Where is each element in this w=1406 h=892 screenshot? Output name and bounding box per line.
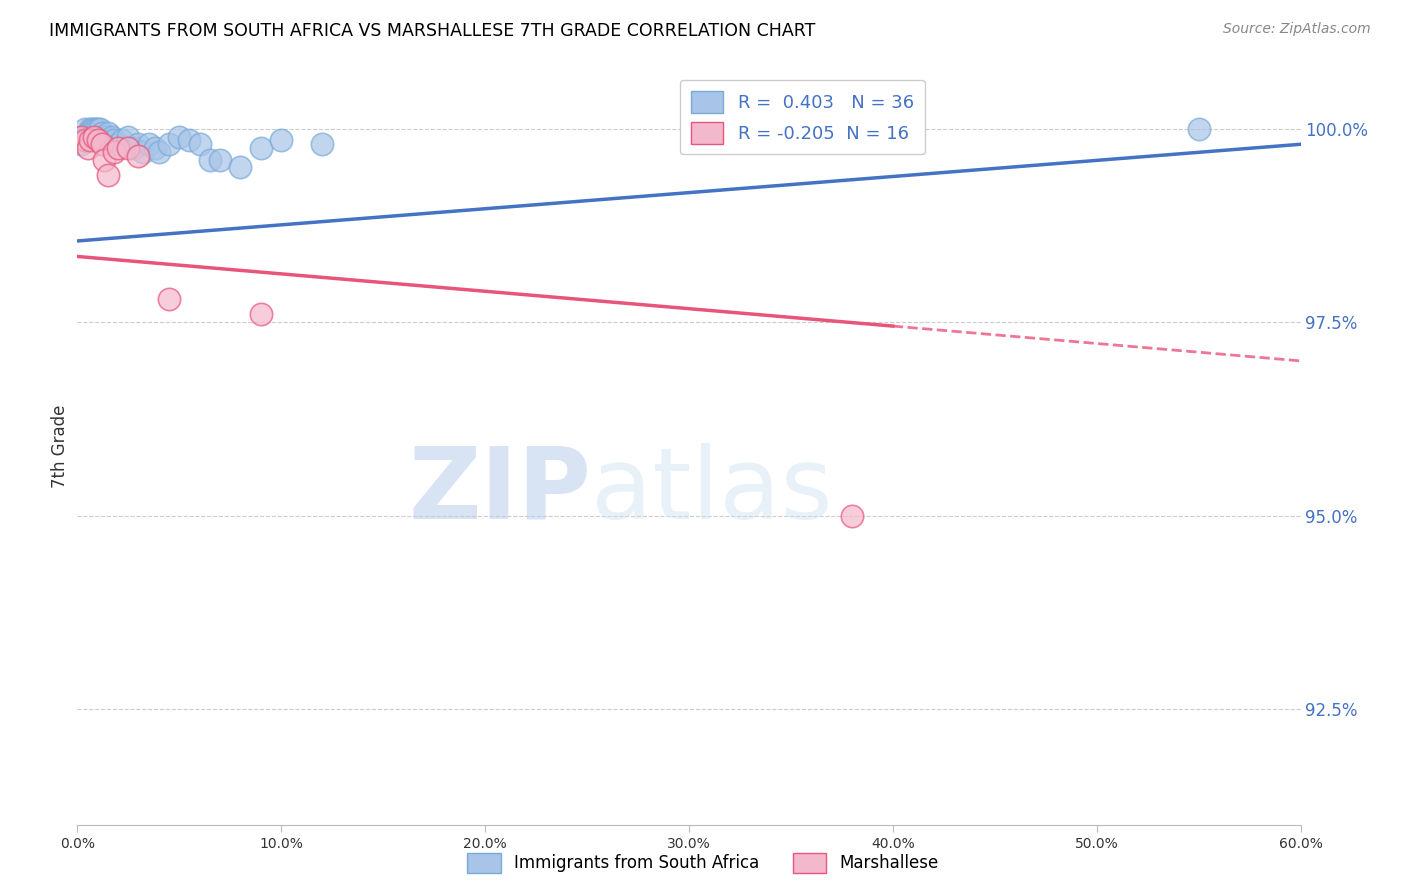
Text: IMMIGRANTS FROM SOUTH AFRICA VS MARSHALLESE 7TH GRADE CORRELATION CHART: IMMIGRANTS FROM SOUTH AFRICA VS MARSHALL… — [49, 22, 815, 40]
Point — [250, 308, 273, 322]
Point — [89, 121, 111, 136]
Point — [79, 133, 101, 147]
Point — [97, 168, 120, 182]
Point — [270, 133, 292, 147]
Point — [76, 141, 98, 155]
Point — [90, 126, 112, 140]
Point — [70, 137, 93, 152]
Point — [1187, 121, 1209, 136]
Point — [107, 141, 129, 155]
Y-axis label: 7th Grade: 7th Grade — [51, 404, 69, 488]
Point — [83, 121, 105, 136]
Point — [127, 137, 149, 152]
Point — [179, 133, 201, 147]
Point — [157, 292, 180, 306]
Point — [131, 145, 153, 159]
Point — [101, 129, 124, 144]
Point — [198, 153, 221, 167]
Point — [84, 121, 107, 136]
Point — [79, 121, 101, 136]
Point — [148, 145, 170, 159]
Legend: Immigrants from South Africa, Marshallese: Immigrants from South Africa, Marshalles… — [461, 847, 945, 880]
Point — [87, 133, 110, 147]
Point — [107, 137, 129, 152]
Legend: R =  0.403   N = 36, R = -0.205  N = 16: R = 0.403 N = 36, R = -0.205 N = 16 — [681, 79, 925, 154]
Point — [157, 137, 180, 152]
Point — [117, 141, 139, 155]
Point — [75, 121, 97, 136]
Point — [103, 145, 125, 159]
Text: ZIP: ZIP — [408, 443, 591, 540]
Point — [117, 129, 139, 144]
Point — [169, 129, 191, 144]
Point — [208, 153, 231, 167]
Point — [75, 133, 97, 147]
Point — [841, 508, 863, 523]
Point — [229, 161, 252, 175]
Point — [83, 129, 105, 144]
Point — [311, 137, 333, 152]
Point — [98, 133, 121, 147]
Point — [138, 137, 160, 152]
Point — [93, 153, 115, 167]
Point — [90, 137, 112, 152]
Point — [143, 141, 166, 155]
Point — [93, 129, 115, 144]
Point — [124, 141, 146, 155]
Point — [103, 133, 125, 147]
Point — [188, 137, 211, 152]
Point — [70, 129, 93, 144]
Text: Source: ZipAtlas.com: Source: ZipAtlas.com — [1223, 22, 1371, 37]
Point — [87, 121, 110, 136]
Text: atlas: atlas — [591, 443, 832, 540]
Point — [76, 126, 98, 140]
Point — [80, 121, 103, 136]
Point — [111, 133, 134, 147]
Point — [127, 149, 149, 163]
Point — [94, 129, 117, 144]
Point — [97, 126, 120, 140]
Point — [250, 141, 273, 155]
